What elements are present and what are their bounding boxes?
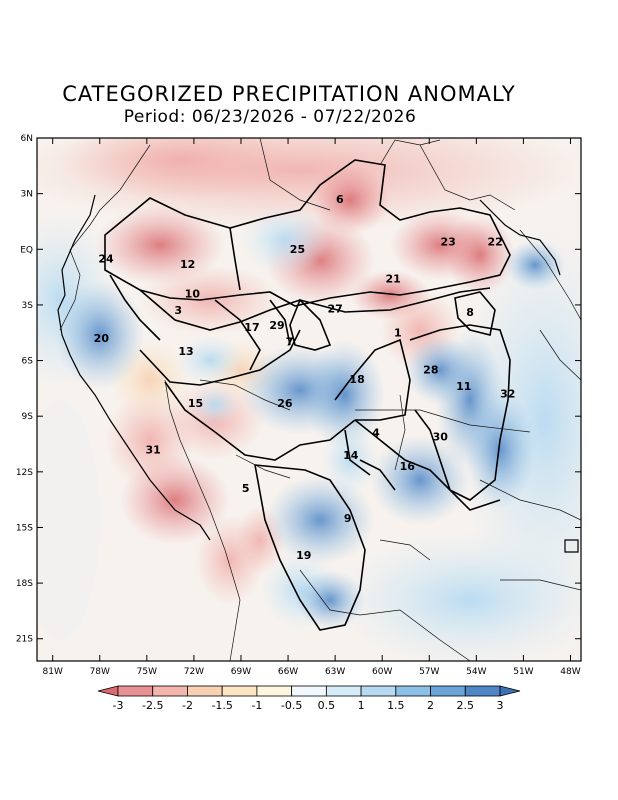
map-subtitle: Period: 06/23/2026 - 07/22/2026 — [123, 107, 417, 127]
region-label-17: 17 — [244, 321, 259, 334]
colorbar-label: 2 — [427, 699, 434, 712]
lat-tick-label: EQ — [20, 245, 33, 255]
region-label-13: 13 — [178, 345, 193, 358]
lon-tick-label: 81W — [43, 667, 63, 677]
region-label-15: 15 — [188, 397, 203, 410]
region-label-24: 24 — [98, 252, 114, 265]
lat-tick-label: 6N — [21, 134, 33, 144]
region-label-21: 21 — [386, 273, 401, 286]
colorbar-swatch — [117, 685, 154, 697]
region-label-28: 28 — [423, 364, 438, 377]
region-label-22: 22 — [488, 236, 503, 249]
colorbar-swatch — [464, 685, 501, 697]
colorbar-label: -2 — [182, 699, 193, 712]
colorbar-low-arrow — [97, 685, 119, 697]
lat-tick-label: 15S — [16, 523, 33, 533]
region-label-23: 23 — [440, 236, 455, 249]
colorbar-swatch — [395, 685, 431, 697]
colorbar-label: -1 — [251, 699, 262, 712]
region-label-5: 5 — [242, 482, 250, 495]
region-label-11: 11 — [456, 380, 471, 393]
colorbar-swatch — [187, 685, 223, 697]
colorbar-swatch — [291, 685, 327, 697]
region-label-9: 9 — [344, 512, 352, 525]
region-label-20: 20 — [94, 332, 110, 345]
lon-tick-label: 57W — [419, 667, 439, 677]
basin-boundaries — [104, 159, 511, 631]
region-label-30: 30 — [433, 430, 449, 443]
region-label-16: 16 — [400, 460, 416, 473]
colorbar-label: -2.5 — [142, 699, 163, 712]
lon-tick-label: 78W — [90, 667, 110, 677]
lat-tick-label: 9S — [22, 412, 34, 422]
colorbar-label: -3 — [113, 699, 124, 712]
region-label-27: 27 — [327, 302, 342, 315]
colorbar-label: 1 — [358, 699, 365, 712]
colorbar-swatch — [360, 685, 397, 697]
latitude-axis: 6N 3N EQ 3S 6S 9S 12S 15S 18S 21S — [16, 134, 581, 645]
region-label-29: 29 — [269, 319, 284, 332]
lat-tick-label: 12S — [16, 468, 33, 478]
lon-tick-label: 72W — [184, 667, 204, 677]
region-label-12: 12 — [180, 258, 195, 271]
colorbar-label: 1.5 — [387, 699, 405, 712]
lon-tick-label: 66W — [278, 667, 298, 677]
lon-tick-label: 48W — [560, 667, 580, 677]
lon-tick-label: 51W — [513, 667, 533, 677]
lon-tick-label: 63W — [325, 667, 345, 677]
lat-tick-label: 3N — [21, 190, 33, 200]
country-borders — [59, 138, 581, 661]
region-label-26: 26 — [277, 397, 293, 410]
region-label-14: 14 — [343, 449, 359, 462]
colorbar-label: 3 — [497, 699, 504, 712]
lon-tick-label: 54W — [466, 667, 486, 677]
colorbar-label: -1.5 — [211, 699, 232, 712]
region-label-10: 10 — [185, 287, 201, 300]
coastline — [57, 194, 579, 553]
lat-tick-label: 18S — [16, 579, 33, 589]
lon-tick-label: 75W — [137, 667, 157, 677]
colorbar-label: 2.5 — [457, 699, 475, 712]
region-label-8: 8 — [466, 306, 474, 319]
region-label-7: 7 — [286, 336, 294, 349]
region-label-19: 19 — [296, 549, 311, 562]
map-title: CATEGORIZED PRECIPITATION ANOMALY — [62, 82, 516, 106]
region-label-18: 18 — [349, 373, 364, 386]
colorbar-label: 0.5 — [318, 699, 336, 712]
lat-tick-label: 21S — [16, 635, 33, 645]
anomaly-field — [37, 138, 581, 661]
lon-tick-label: 60W — [372, 667, 392, 677]
longitude-axis: 81W 78W 75W 72W 69W 66W 63W 60W 57W 54W 51W 48W — [43, 138, 581, 677]
colorbar-swatch — [430, 685, 466, 697]
region-label-1: 1 — [394, 326, 402, 339]
region-label-31: 31 — [145, 443, 160, 456]
colorbar-high-arrow — [499, 685, 521, 697]
colorbar-swatch — [221, 685, 258, 697]
colorbar: -3 -2.5 -2 -1.5 -1 -0.5 0.5 1 1.5 2 2.5 3 — [97, 685, 521, 712]
lon-tick-label: 69W — [231, 667, 251, 677]
plot-frame — [36, 137, 582, 662]
colorbar-swatch — [256, 685, 293, 697]
region-label-6: 6 — [336, 193, 344, 206]
lat-tick-label: 3S — [22, 301, 34, 311]
region-label-4: 4 — [372, 427, 380, 440]
colorbar-swatch — [325, 685, 362, 697]
region-label-32: 32 — [500, 388, 515, 401]
colorbar-label: -0.5 — [281, 699, 302, 712]
region-number-labels: 1456789103111213141516171819202122232425… — [94, 193, 516, 562]
region-label-3: 3 — [174, 304, 182, 317]
lat-tick-label: 6S — [22, 357, 34, 367]
region-label-25: 25 — [290, 243, 305, 256]
colorbar-swatch — [152, 685, 188, 697]
